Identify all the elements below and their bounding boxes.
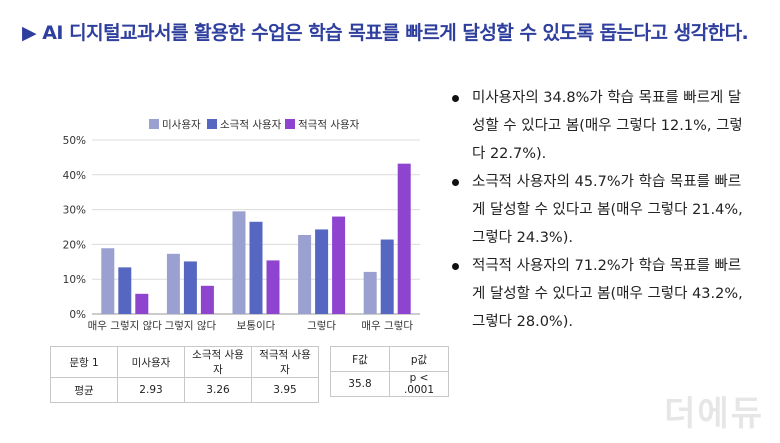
- legend-swatch: [207, 119, 217, 129]
- summary-item: 소극적 사용자의 45.7%가 학습 목표를 빠르게 달성할 수 있다고 봄(매…: [448, 168, 748, 252]
- x-tick-label: 그렇다: [307, 319, 336, 332]
- table-header-cell: 소극적 사용자: [184, 346, 252, 378]
- x-tick-label: 보통이다: [237, 320, 276, 332]
- summary-item: 적극적 사용자의 71.2%가 학습 목표를 빠르게 달성할 수 있다고 봄(매…: [448, 252, 748, 336]
- legend-swatch: [285, 119, 295, 129]
- bar: [166, 253, 180, 314]
- bar: [101, 248, 115, 314]
- summary-text: 소극적 사용자의 45.7%가 학습 목표를 빠르게 달성할 수 있다고 봄(매…: [472, 174, 743, 246]
- x-tick-label: 매우 그렇다: [361, 319, 413, 332]
- y-tick-label: 30%: [63, 205, 86, 217]
- y-tick-label: 40%: [63, 170, 86, 182]
- bar: [332, 216, 346, 314]
- bar: [315, 229, 329, 314]
- table-cell: 평균: [50, 377, 118, 403]
- table-header-row: 문항 1 미사용자 소극적 사용자 적극적 사용자: [50, 346, 319, 378]
- bullet-dot-icon: [452, 263, 459, 270]
- table-cell: 2.93: [117, 377, 185, 403]
- table-header-row: F값 p값: [330, 346, 449, 372]
- bar: [200, 285, 214, 314]
- table-cell: 3.95: [251, 377, 319, 403]
- legend-label: 미사용자: [162, 119, 201, 131]
- bar: [298, 235, 312, 314]
- table-header-cell: 미사용자: [117, 346, 185, 378]
- table-header-cell: F값: [330, 346, 390, 372]
- bullet-dot-icon: [452, 179, 459, 186]
- publisher-logo: 더에듀: [664, 394, 764, 434]
- table-cell: 3.26: [184, 377, 252, 403]
- y-tick-label: 50%: [63, 135, 86, 147]
- bar: [118, 267, 132, 314]
- mean-table: 문항 1 미사용자 소극적 사용자 적극적 사용자 평균 2.93 3.26 3…: [50, 346, 319, 403]
- legend-label: 적극적 사용자: [298, 119, 360, 131]
- page-title: ▶ AI 디지털교과서를 활용한 수업은 학습 목표를 빠르게 달성할 수 있도…: [22, 22, 749, 44]
- summary-text: 적극적 사용자의 71.2%가 학습 목표를 빠르게 달성할 수 있다고 봄(매…: [472, 258, 743, 330]
- anova-table: F값 p값 35.8 p < .0001: [330, 346, 449, 397]
- table-header-cell: 적극적 사용자: [251, 346, 319, 378]
- summary-list: 미사용자의 34.8%가 학습 목표를 빠르게 달성할 수 있다고 봄(매우 그…: [448, 84, 748, 336]
- table-row: 35.8 p < .0001: [330, 371, 449, 397]
- table-cell: p < .0001: [389, 371, 449, 397]
- bar: [380, 239, 394, 314]
- x-tick-label: 그렇지 않다: [165, 319, 217, 332]
- bullet-dot-icon: [452, 95, 459, 102]
- bar: [183, 261, 197, 314]
- table-row: 평균 2.93 3.26 3.95: [50, 377, 319, 403]
- y-tick-label: 0%: [69, 309, 86, 321]
- x-tick-label: 매우 그렇지 않다: [88, 319, 163, 332]
- bar: [249, 221, 263, 314]
- grouped-bar-chart: 0% 10% 20% 30% 40% 50% 매우 그렇지 않다 그렇지 않다 보통이다 그렇다 매…: [63, 119, 420, 332]
- bar: [397, 163, 411, 314]
- y-tick-label: 20%: [63, 239, 86, 251]
- bar: [266, 260, 280, 314]
- table-header-cell: 문항 1: [50, 346, 118, 378]
- summary-item: 미사용자의 34.8%가 학습 목표를 빠르게 달성할 수 있다고 봄(매우 그…: [448, 84, 748, 168]
- table-cell: 35.8: [330, 371, 390, 397]
- legend-swatch: [149, 119, 159, 129]
- bar: [363, 271, 377, 314]
- summary-text: 미사용자의 34.8%가 학습 목표를 빠르게 달성할 수 있다고 봄(매우 그…: [472, 90, 743, 162]
- table-header-cell: p값: [389, 346, 449, 372]
- y-tick-label: 10%: [63, 274, 86, 286]
- bar: [135, 293, 149, 314]
- legend-label: 소극적 사용자: [220, 119, 282, 131]
- bar: [232, 211, 246, 314]
